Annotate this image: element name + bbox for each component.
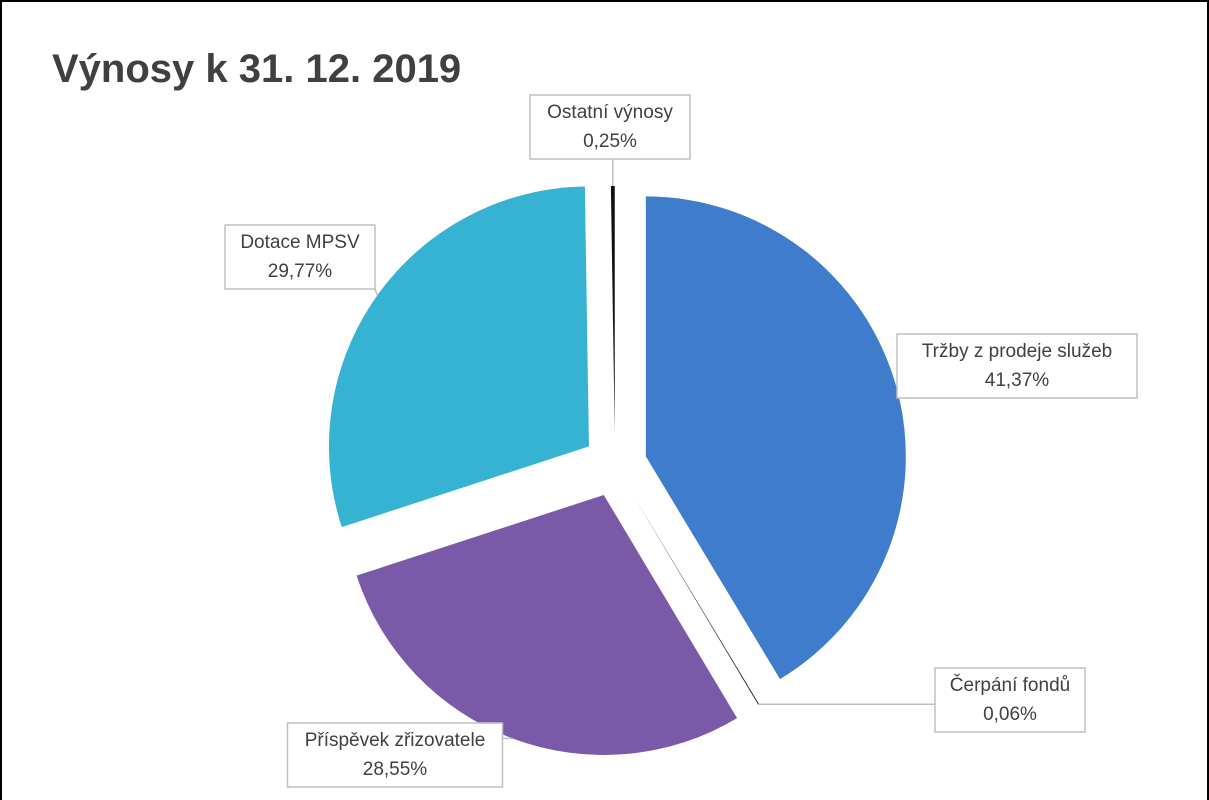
category-label: Příspěvek zřizovatele [305,730,486,751]
chart-title: Výnosy k 31. 12. 2019 [52,47,461,91]
label-box [286,722,504,788]
value-label: 28,55% [363,759,428,780]
label-box [896,333,1138,399]
value-label: 0,25% [583,131,637,152]
label-box [224,224,376,290]
pie-slice [356,494,738,755]
value-label: 29,77% [268,261,333,282]
category-label: Tržby z prodeje služeb [922,341,1112,362]
category-label: Ostatní výnosy [547,102,673,123]
pie-slice [631,492,759,705]
pie-slice [645,196,906,680]
label-box [529,94,691,160]
value-label: 41,37% [985,370,1050,391]
pie-slice [328,186,589,528]
leader-line [374,288,379,296]
pie-slice [610,186,615,434]
category-label: Čerpání fondů [950,674,1070,696]
category-label: Dotace MPSV [240,232,360,253]
value-label: 0,06% [983,704,1037,725]
label-box [934,667,1086,733]
